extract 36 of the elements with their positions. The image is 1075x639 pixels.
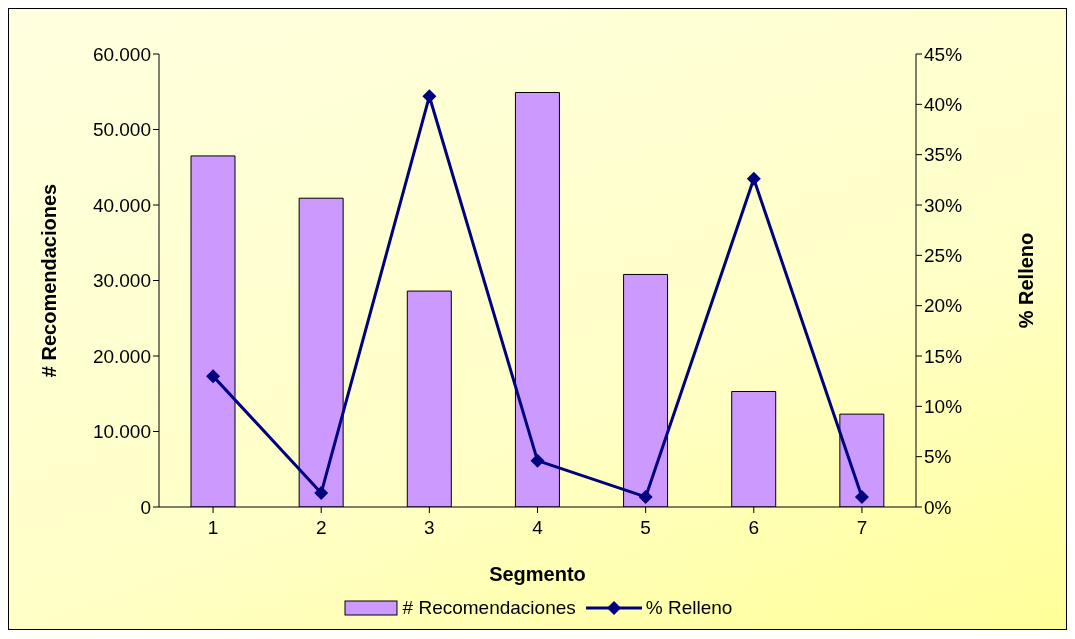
y2-tick-label: 0% [924, 496, 952, 518]
x-tick-label: 5 [640, 517, 651, 539]
point [638, 489, 653, 504]
point [746, 171, 761, 186]
point [206, 369, 221, 384]
x-tick-label: 7 [856, 517, 868, 539]
y-tick-label: 40.000 [92, 194, 151, 216]
y2-tick-label: 20% [924, 295, 963, 317]
x-tick-label: 2 [315, 517, 327, 539]
x-tick-label: 3 [424, 517, 435, 539]
y2-tick-label: 40% [924, 94, 963, 116]
y-axis-title: # Recomendaciones [38, 183, 61, 378]
y-tick-label: 0 [140, 496, 151, 518]
y2-tick-label: 30% [924, 194, 963, 216]
y2-axis-title: % Relleno [1015, 232, 1038, 329]
y2-tick-label: 5% [924, 446, 952, 468]
point [854, 489, 869, 504]
y-tick-label: 50.000 [92, 119, 151, 141]
point [530, 453, 545, 468]
legend-label: % Relleno [645, 597, 733, 619]
x-tick-label: 6 [748, 517, 760, 539]
legend-label: # Recomendaciones [402, 597, 576, 619]
y-tick-label: 10.000 [92, 421, 151, 443]
point [314, 485, 329, 500]
y-tick-label: 30.000 [92, 270, 151, 292]
x-tick-label: 4 [532, 517, 544, 539]
y2-tick-label: 45% [924, 43, 963, 65]
y2-tick-label: 10% [924, 396, 963, 418]
y2-tick-label: 15% [924, 345, 963, 367]
y2-tick-label: 25% [924, 245, 963, 267]
x-axis-title: Segmento [489, 563, 586, 586]
y-tick-label: 60.000 [92, 43, 151, 65]
point [422, 89, 437, 104]
x-tick-label: 1 [207, 517, 219, 539]
y-tick-label: 20.000 [92, 345, 151, 367]
y2-tick-label: 35% [924, 144, 963, 166]
